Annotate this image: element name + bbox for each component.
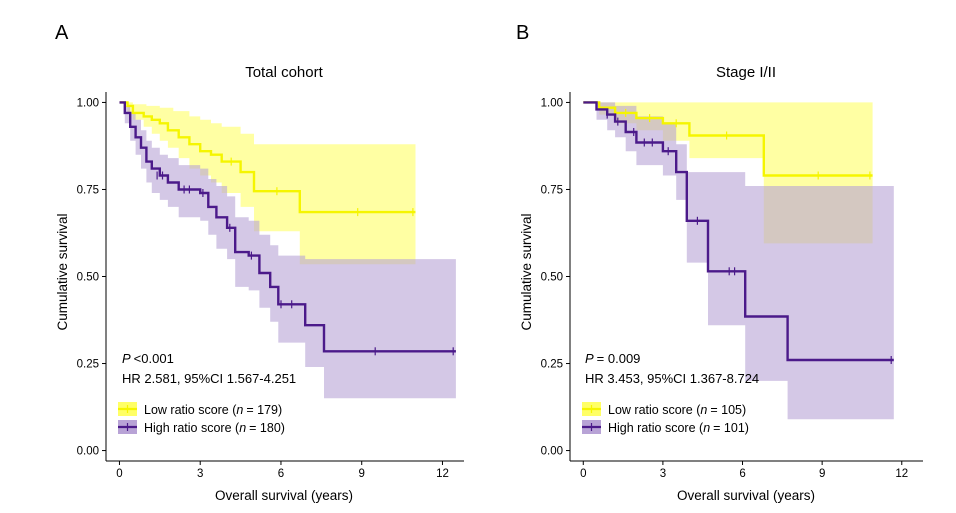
panel-letter-a: A [55, 22, 69, 44]
legend-entry-high: High ratio score (n = 101) [582, 420, 749, 435]
x-tick-label: 6 [278, 468, 284, 480]
survival-curve-high [119, 101, 456, 353]
p-symbol: P [122, 351, 131, 366]
p-symbol: P [585, 351, 594, 366]
panel-letter-b: B [516, 22, 529, 44]
p-value-text: P <0.001 [122, 351, 174, 366]
stats-annotation: P <0.001 HR 2.581, 95%CI 1.567-4.251 [122, 351, 296, 386]
confidence-band-low [119, 102, 416, 265]
legend-entry-high: High ratio score (n = 180) [118, 420, 285, 435]
chart-title: Stage I/II [716, 64, 776, 81]
y-tick-label: 0.25 [541, 359, 563, 371]
x-axis-title: Overall survival (years) [677, 488, 815, 503]
x-tick-label: 9 [359, 468, 365, 480]
legend-entry-low: Low ratio score (n = 105) [582, 402, 746, 417]
y-tick-label: 0.50 [541, 272, 563, 284]
y-tick-label: 1.00 [541, 97, 563, 109]
chart-title: Total cohort [245, 64, 323, 81]
x-tick-label: 6 [739, 468, 745, 480]
legend: Low ratio score (n = 179) High ratio scor… [118, 402, 285, 435]
x-tick-label: 0 [116, 468, 122, 480]
legend-entry-low: Low ratio score (n = 179) [118, 402, 282, 417]
y-tick-label: 0.75 [541, 184, 563, 196]
x-axis-title: Overall survival (years) [215, 488, 353, 503]
x-tick-label: 12 [895, 468, 908, 480]
y-tick-label: 0.25 [77, 359, 99, 371]
x-tick-label: 0 [580, 468, 586, 480]
x-tick-label: 9 [819, 468, 825, 480]
y-tick-label: 0.00 [541, 446, 563, 458]
survival-curve-low [119, 101, 416, 214]
y-axis-title: Cumulative survival [55, 213, 70, 330]
x-tick-label: 12 [436, 468, 449, 480]
x-tick-label: 3 [660, 468, 666, 480]
panel-a: A Total cohort Cumulative survival Overa… [55, 22, 464, 503]
legend-label-high: High ratio score (n = 180) [144, 421, 285, 435]
panel-b: B Stage I/II Cumulative survival Overall… [516, 22, 923, 503]
stats-annotation: P = 0.009 HR 3.453, 95%CI 1.367-8.724 [585, 351, 759, 386]
y-tick-label: 0.50 [77, 272, 99, 284]
confidence-band-high [583, 102, 894, 420]
legend-label-low: Low ratio score (n = 179) [144, 403, 282, 417]
y-axis-title: Cumulative survival [519, 213, 534, 330]
legend-label-low: Low ratio score (n = 105) [608, 403, 746, 417]
p-value: <0.001 [134, 351, 174, 366]
hazard-ratio-text: HR 3.453, 95%CI 1.367-8.724 [585, 371, 759, 386]
hazard-ratio-text: HR 2.581, 95%CI 1.567-4.251 [122, 371, 296, 386]
confidence-band-high [119, 102, 456, 399]
p-value: = 0.009 [597, 351, 641, 366]
x-tick-label: 3 [197, 468, 203, 480]
y-tick-label: 1.00 [77, 97, 99, 109]
legend-label-high: High ratio score (n = 101) [608, 421, 749, 435]
y-tick-label: 0.75 [77, 184, 99, 196]
p-value-text: P = 0.009 [585, 351, 640, 366]
legend: Low ratio score (n = 105) High ratio scor… [582, 402, 749, 435]
y-tick-label: 0.00 [77, 446, 99, 458]
